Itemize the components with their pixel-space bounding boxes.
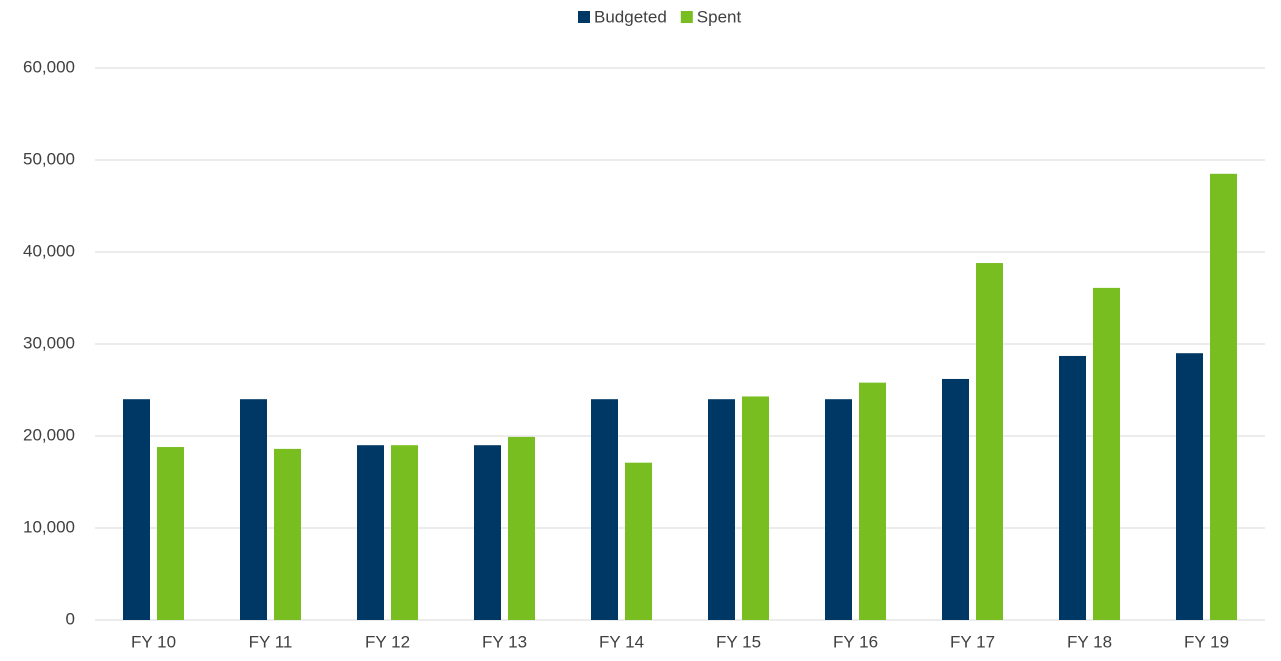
legend-swatch (578, 11, 590, 23)
bar (240, 399, 267, 620)
bar (357, 445, 384, 620)
x-tick-label: FY 11 (249, 632, 293, 651)
bar (508, 436, 535, 620)
x-tick-label: FY 10 (131, 632, 176, 651)
x-tick-label: FY 17 (950, 632, 995, 651)
y-tick-label: 10,000 (23, 517, 75, 536)
y-tick-label: 20,000 (23, 425, 75, 444)
bar (1059, 355, 1086, 620)
bar (1210, 173, 1237, 621)
bar (474, 445, 501, 620)
x-tick-label: FY 19 (1184, 632, 1229, 651)
bar (708, 399, 735, 620)
x-tick-label: FY 13 (482, 632, 527, 651)
bar (274, 448, 301, 620)
y-tick-label: 0 (66, 609, 75, 628)
y-tick-label: 50,000 (23, 149, 75, 168)
x-tick-label: FY 16 (833, 632, 878, 651)
x-tick-label: FY 15 (716, 632, 761, 651)
bar (825, 399, 852, 620)
bar (123, 399, 150, 620)
bar (625, 462, 652, 620)
bar (742, 396, 769, 620)
x-tick-label: FY 18 (1067, 632, 1112, 651)
bar (976, 263, 1003, 620)
bar (859, 382, 886, 620)
y-tick-label: 60,000 (23, 57, 75, 76)
bar (391, 445, 418, 620)
bar (157, 447, 184, 620)
bar (591, 399, 618, 620)
y-tick-label: 30,000 (23, 333, 75, 352)
legend-label: Spent (697, 7, 742, 26)
bar (1176, 353, 1203, 620)
legend-label: Budgeted (594, 7, 667, 26)
x-tick-label: FY 12 (365, 632, 410, 651)
bar (1093, 287, 1120, 620)
bar (942, 378, 969, 620)
x-tick-label: FY 14 (599, 632, 644, 651)
legend-swatch (680, 11, 693, 23)
y-tick-label: 40,000 (23, 241, 75, 260)
